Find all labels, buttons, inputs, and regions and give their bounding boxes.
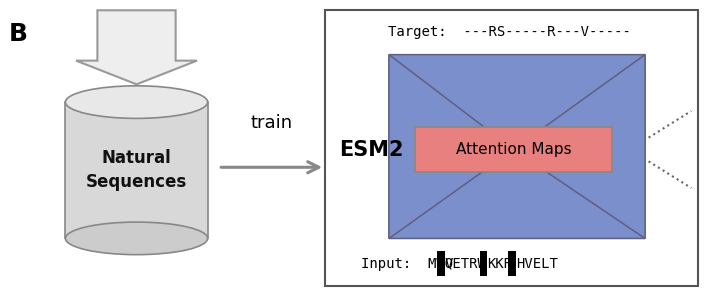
Text: ESM2: ESM2 — [339, 140, 403, 159]
Polygon shape — [389, 169, 645, 238]
Text: Natural
Sequences: Natural Sequences — [86, 150, 187, 191]
Text: Target:  ---RS-----R---V-----: Target: ---RS-----R---V----- — [388, 25, 631, 39]
Text: Attention Maps: Attention Maps — [456, 142, 571, 157]
Polygon shape — [389, 55, 645, 130]
Ellipse shape — [66, 222, 208, 255]
Polygon shape — [513, 55, 645, 238]
Text: KKR: KKR — [488, 257, 513, 271]
FancyBboxPatch shape — [325, 10, 698, 286]
Polygon shape — [389, 150, 645, 238]
FancyBboxPatch shape — [416, 127, 612, 172]
Bar — [437, 251, 445, 276]
FancyBboxPatch shape — [66, 102, 208, 238]
Text: VETRW: VETRW — [445, 257, 487, 271]
Bar — [480, 251, 488, 276]
Ellipse shape — [66, 86, 208, 118]
Text: B: B — [9, 22, 28, 46]
Polygon shape — [538, 55, 645, 238]
Text: Input:  MWQ: Input: MWQ — [361, 257, 453, 271]
Bar — [508, 251, 516, 276]
Text: train: train — [251, 114, 293, 132]
Polygon shape — [76, 10, 197, 84]
Polygon shape — [389, 55, 488, 238]
Text: HVELT: HVELT — [516, 257, 558, 271]
Polygon shape — [389, 55, 645, 150]
Polygon shape — [389, 55, 513, 238]
